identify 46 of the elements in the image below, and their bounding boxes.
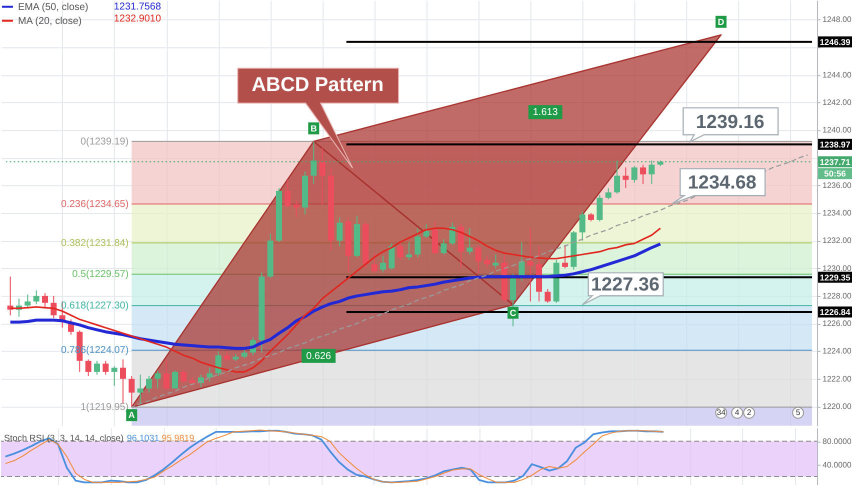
legend-label: MA (20, close) — [18, 16, 82, 27]
y-tick-label: 1240.00 — [822, 126, 852, 135]
annotation: 34 — [716, 408, 726, 417]
ref-line-label: 1(1219.95) — [80, 402, 129, 414]
y-tick-label: 80.0000 — [822, 436, 852, 446]
annotation: 1239.16 — [696, 112, 764, 133]
text: 50:56 — [824, 168, 846, 179]
ref-line-label: 0.5(1229.57) — [72, 269, 129, 280]
ref-line-label: 1229.35 — [820, 272, 851, 282]
annotation: 1231.7568 — [114, 1, 162, 12]
data-label: D — [718, 16, 725, 27]
legend-label: EMA (50, close) — [18, 2, 88, 13]
data-label: A — [128, 410, 136, 420]
annotation: 5 — [796, 408, 801, 417]
annotation: 0.626 — [306, 350, 332, 362]
ref-line-label: 1237.71 — [820, 156, 851, 167]
y-tick-label: 1236.00 — [822, 180, 852, 190]
annotation: 4 — [734, 408, 740, 417]
y-tick-label: 1230.00 — [822, 264, 852, 273]
y-tick-label: 1220.00 — [822, 402, 852, 411]
ref-line-label: 1226.84 — [820, 306, 851, 317]
y-tick-label: 1228.00 — [822, 291, 852, 300]
ref-line-label: 1246.39 — [820, 36, 851, 47]
annotation: 1234.68 — [688, 172, 756, 194]
y-tick-label: 1224.00 — [822, 346, 852, 356]
annotation: 1.613 — [532, 107, 558, 118]
data-label: C — [510, 308, 517, 318]
y-tick-label: 1234.00 — [822, 208, 852, 218]
annotation: 1232.9010 — [114, 13, 162, 24]
y-tick-label: 1242.00 — [822, 98, 852, 108]
annotation: ABCD Pattern — [252, 74, 384, 96]
y-tick-label: 1248.00 — [822, 15, 852, 24]
y-tick-label: 1232.00 — [822, 236, 852, 246]
data-label: B — [310, 123, 318, 134]
ref-line-label: 0.236(1234.65) — [61, 199, 129, 210]
annotation: 95.9819 — [162, 432, 194, 443]
annotation: 2 — [746, 408, 752, 417]
y-tick-label: 1244.00 — [822, 70, 852, 80]
y-tick-label: 1226.00 — [822, 319, 852, 328]
y-tick-label: 1222.00 — [822, 374, 852, 384]
ref-line-label: 1238.97 — [820, 139, 851, 150]
y-tick-label: 40.0000 — [822, 460, 852, 470]
annotation: 1227.36 — [590, 274, 660, 296]
annotation: 96.1031 — [126, 432, 160, 443]
ref-line-label: 0(1239.19) — [80, 136, 129, 148]
ref-line-label: 0.382(1231.84) — [61, 238, 129, 249]
